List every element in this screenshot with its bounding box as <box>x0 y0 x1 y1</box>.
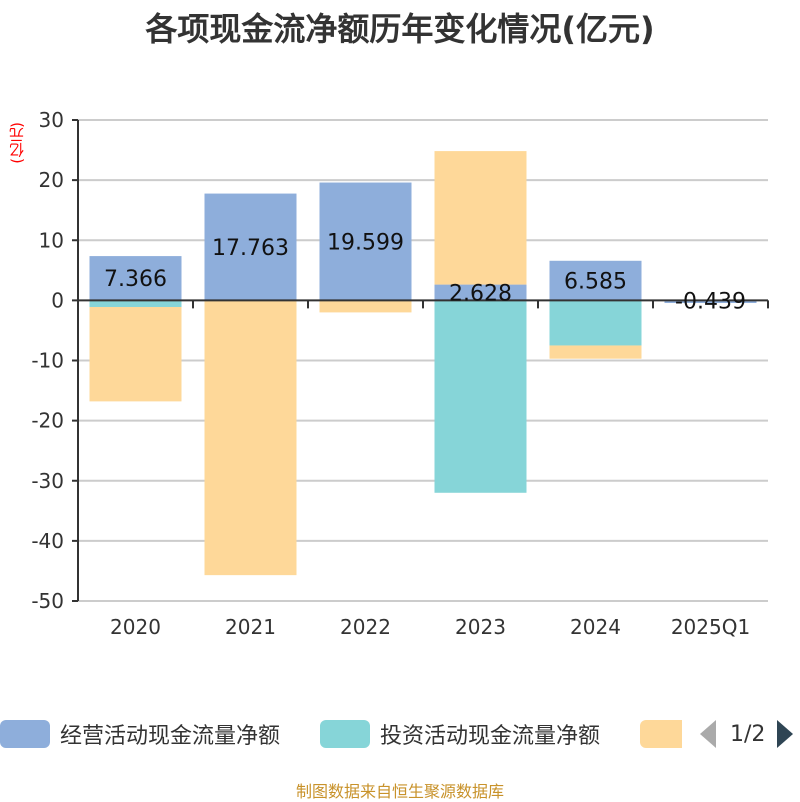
legend-pager: 1/2 <box>700 716 794 752</box>
y-tick-label: -50 <box>31 589 64 613</box>
bar-operating-2025Q1[interactable] <box>664 300 757 304</box>
bar-financing-2021[interactable] <box>204 300 297 576</box>
legend-item-financing[interactable] <box>640 716 682 752</box>
data-label-operating: 7.366 <box>104 267 167 292</box>
chart-title: 各项现金流净额历年变化情况(亿元) <box>145 10 655 48</box>
y-tick-label: -30 <box>31 469 64 493</box>
x-tick-label: 2023 <box>455 615 506 639</box>
legend-prev-page-icon[interactable] <box>700 720 716 748</box>
gridlines <box>78 119 768 602</box>
bar-operating-2024[interactable] <box>549 260 642 301</box>
legend-swatch-financing <box>640 720 682 748</box>
y-tick-label: 0 <box>51 288 64 312</box>
data-label-operating: -0.439 <box>675 289 746 314</box>
bars <box>89 151 757 576</box>
data-labels: 7.366 17.763 19.599 2.628 6.585 -0.439 <box>104 230 746 314</box>
legend-swatch-investing <box>320 720 370 748</box>
y-tick-label: -10 <box>31 349 64 373</box>
y-tick-label: 20 <box>39 168 64 192</box>
data-label-operating: 2.628 <box>449 281 512 306</box>
data-source-note: 制图数据来自恒生聚源数据库 <box>295 782 504 801</box>
legend-label-investing: 投资活动现金流量净额 <box>380 724 601 749</box>
bar-operating-2022[interactable] <box>319 182 412 301</box>
bar-operating-2023[interactable] <box>434 284 527 301</box>
x-tick-label: 2020 <box>110 615 161 639</box>
bar-investing-2020[interactable] <box>89 300 182 307</box>
legend-label-operating: 经营活动现金流量净额 <box>60 724 281 749</box>
x-tick-label: 2021 <box>225 615 276 639</box>
y-tick-label: 30 <box>39 108 64 132</box>
data-label-operating: 19.599 <box>327 230 404 255</box>
legend-item-operating[interactable]: 经营活动现金流量净额 <box>0 716 280 752</box>
y-tick-label: 10 <box>39 228 64 252</box>
y-tick-label: -40 <box>31 529 64 553</box>
axes: 30 20 10 0 -10 -20 -30 -40 -50 2020 2021 2022 2023 20… <box>31 108 769 639</box>
bar-financing-2020[interactable] <box>89 306 182 402</box>
x-tick-label: 2024 <box>570 615 621 639</box>
data-label-operating: 6.585 <box>564 270 627 295</box>
x-tick-label: 2022 <box>340 615 391 639</box>
bar-financing-2024[interactable] <box>549 345 642 359</box>
legend-item-investing[interactable]: 投资活动现金流量净额 <box>320 716 600 752</box>
x-tick-label: 2025Q1 <box>671 615 750 639</box>
bar-investing-2023[interactable] <box>434 300 527 493</box>
chart-plot: 30 20 10 0 -10 -20 -30 -40 -50 2020 2021 2022 2023 20… <box>31 108 769 639</box>
bar-financing-2022[interactable] <box>319 300 412 313</box>
bar-investing-2024[interactable] <box>549 300 642 346</box>
legend-swatch-operating <box>0 720 50 748</box>
legend-page-indicator: 1/2 <box>730 721 766 747</box>
y-tick-label: -20 <box>31 409 64 433</box>
bar-operating-2021[interactable] <box>204 193 297 301</box>
bar-financing-2023[interactable] <box>434 151 527 285</box>
legend: 经营活动现金流量净额 投资活动现金流量净额 1/2 <box>0 716 800 752</box>
legend-next-page-icon[interactable] <box>777 720 794 748</box>
bar-operating-2020[interactable] <box>89 256 182 301</box>
data-label-operating: 17.763 <box>212 236 289 261</box>
